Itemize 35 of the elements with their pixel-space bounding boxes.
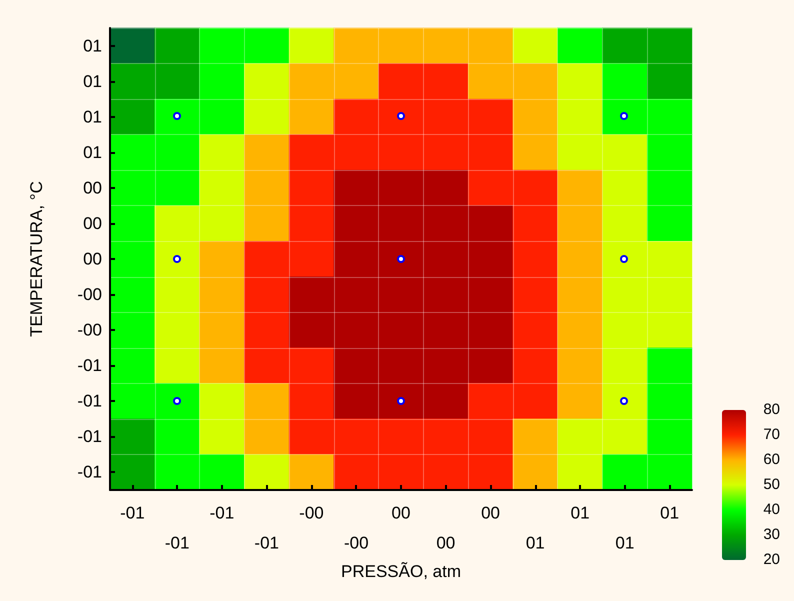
- color-bar-label: 60: [763, 451, 780, 468]
- y-tick-label: -01: [77, 392, 102, 411]
- y-tick-label: 00: [83, 214, 102, 233]
- y-tick-label: -00: [77, 285, 102, 304]
- color-bar-label: 30: [763, 526, 780, 543]
- y-tick-label: 01: [83, 72, 102, 91]
- x-tick-label: 01: [526, 534, 545, 552]
- y-tick-label: 01: [83, 36, 102, 56]
- x-tick-label: 00: [436, 534, 456, 552]
- color-bar-label: 50: [763, 476, 780, 493]
- x-tick-label: 01: [660, 504, 680, 522]
- color-bar-label: 40: [763, 501, 780, 518]
- y-tick-label: -00: [77, 320, 102, 340]
- color-bar-label: 80: [763, 401, 780, 418]
- color-bar-label: 20: [763, 551, 780, 568]
- x-tick-label: -01: [210, 504, 234, 522]
- y-tick-label: -01: [77, 427, 102, 446]
- y-tick-label: 01: [83, 142, 102, 162]
- x-tick-label: 00: [392, 504, 410, 522]
- y-tick-label: 00: [83, 178, 102, 198]
- y-axis-title: TEMPERATURA, °C: [27, 181, 46, 337]
- x-tick-label: -00: [344, 534, 369, 552]
- y-tick-label: -01: [77, 462, 102, 482]
- x-tick-label: 00: [481, 504, 500, 522]
- y-tick-label: 00: [83, 250, 102, 268]
- x-axis-title: PRESSÃO, atm: [341, 562, 461, 581]
- x-tick-label: -01: [120, 504, 145, 522]
- x-tick-label: -01: [254, 534, 279, 552]
- x-tick-label: 01: [570, 504, 590, 522]
- color-bar-label: 70: [763, 426, 780, 443]
- y-tick-label: -01: [77, 356, 102, 376]
- x-tick-label: -00: [299, 504, 324, 522]
- x-tick-label: -01: [164, 534, 190, 552]
- y-tick-label: 01: [83, 107, 102, 126]
- x-tick-label: 01: [615, 534, 634, 552]
